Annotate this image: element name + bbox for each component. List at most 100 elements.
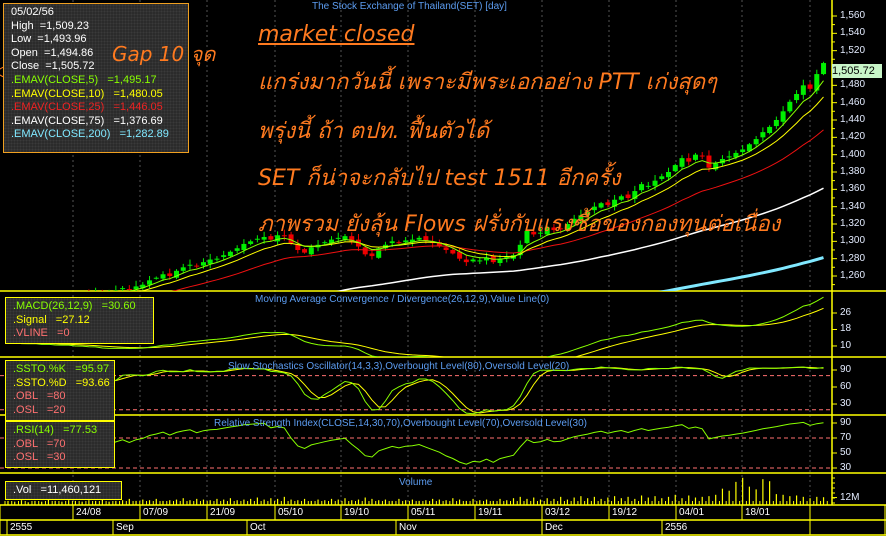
candle-up bbox=[335, 237, 341, 239]
candle-up bbox=[207, 259, 213, 264]
chart-title: The Stock Exchange of Thailand(SET) [day… bbox=[312, 1, 507, 12]
annotation-line-1: แกร่งมากวันนี้ เพราะมีพระเอกอย่าง PTT เก… bbox=[258, 70, 717, 95]
stoch-tick-label: 90 bbox=[840, 364, 852, 375]
candle-up bbox=[537, 232, 543, 234]
candle-up bbox=[147, 280, 153, 285]
candle-down bbox=[436, 242, 442, 246]
candle-down bbox=[463, 259, 469, 263]
info-ema5: .EMAV(CLOSE,5) =1,495.17 bbox=[11, 73, 157, 86]
price-info-box: 05/02/56 High =1,509.23 Low =1,493.96 Op… bbox=[3, 3, 189, 153]
candle-up bbox=[342, 236, 348, 240]
candle-down bbox=[295, 243, 301, 251]
candle-down bbox=[396, 242, 402, 244]
candle-up bbox=[517, 244, 523, 256]
volume-title: Volume bbox=[399, 477, 433, 488]
info-ema75: .EMAV(CLOSE,75) =1,376.69 bbox=[11, 114, 163, 127]
candle-down bbox=[268, 236, 274, 240]
candle-up bbox=[113, 290, 119, 291]
info-close: Close =1,505.72 bbox=[11, 60, 95, 73]
candle-down bbox=[349, 236, 355, 242]
x-date-label: 04/01 bbox=[679, 507, 705, 518]
candle-down bbox=[625, 194, 631, 199]
rsi-tick-label: 90 bbox=[840, 417, 852, 428]
rsi-title: Relative Strength Index(CLOSE,14,30,70),… bbox=[214, 418, 587, 429]
candle-up bbox=[174, 270, 179, 278]
candle-up bbox=[160, 274, 166, 279]
ema10-line bbox=[139, 96, 824, 291]
candle-up bbox=[322, 242, 328, 244]
stoch-tick-label: 60 bbox=[840, 381, 852, 392]
candle-up bbox=[578, 215, 584, 221]
x-period-label: Sep bbox=[116, 522, 134, 533]
candle-up bbox=[719, 159, 725, 164]
stoch-info-box: .SSTO.%K =95.97 .SSTO.%D =93.66 .OBL =80… bbox=[5, 360, 115, 421]
candle-up bbox=[692, 154, 698, 160]
info-high: High =1,509.23 bbox=[11, 19, 89, 32]
candle-down bbox=[362, 247, 368, 255]
candle-up bbox=[618, 196, 624, 200]
candle-up bbox=[504, 256, 510, 258]
info-ema25: .EMAV(CLOSE,25) =1,446.05 bbox=[11, 101, 163, 114]
candle-up bbox=[416, 237, 422, 240]
price-tick-label: 1,300 bbox=[840, 235, 866, 247]
candle-up bbox=[180, 267, 186, 271]
candle-down bbox=[605, 202, 611, 205]
price-tick-label: 1,540 bbox=[840, 27, 866, 39]
candle-down bbox=[443, 247, 449, 251]
price-tick-label: 1,260 bbox=[840, 270, 866, 281]
candle-up bbox=[760, 132, 766, 138]
x-date-label: 07/09 bbox=[143, 507, 169, 518]
candle-up bbox=[672, 165, 678, 172]
macd-line bbox=[7, 296, 824, 357]
candle-up bbox=[409, 239, 415, 243]
x-period-label: Nov bbox=[399, 522, 417, 533]
x-period-label: Dec bbox=[545, 522, 563, 533]
price-tick-label: 1,440 bbox=[840, 114, 866, 125]
candle-down bbox=[423, 236, 429, 241]
candle-up bbox=[153, 277, 159, 279]
candle-down bbox=[288, 234, 294, 244]
candle-up bbox=[275, 235, 281, 242]
ema75-line bbox=[336, 187, 824, 291]
x-period-label: 2556 bbox=[665, 522, 688, 533]
gap-annotation: Gap 10 จุด bbox=[112, 42, 216, 66]
price-tick-label: 1,560 bbox=[840, 10, 866, 21]
candle-down bbox=[699, 155, 705, 157]
candle-up bbox=[612, 199, 618, 207]
candle-down bbox=[369, 253, 375, 257]
candle-up bbox=[403, 240, 409, 243]
candle-down bbox=[807, 84, 813, 89]
candle-up bbox=[564, 224, 570, 231]
candle-down bbox=[457, 251, 463, 259]
stoch-k-line bbox=[7, 366, 824, 415]
macd-value: .MACD(26,12,9) =30.60 bbox=[13, 300, 136, 312]
candle-up bbox=[821, 63, 827, 75]
candle-up bbox=[544, 227, 550, 235]
x-period-label: Oct bbox=[250, 522, 266, 533]
stoch-d-line bbox=[7, 366, 824, 414]
candle-up bbox=[200, 262, 206, 266]
price-tick-label: 1,480 bbox=[840, 79, 866, 91]
candle-up bbox=[484, 257, 490, 261]
rsi-osl-value: .OSL =30 bbox=[13, 451, 66, 464]
candle-up bbox=[639, 184, 645, 191]
ema25-line bbox=[171, 129, 824, 291]
stoch-obl-value: .OBL =80 bbox=[13, 390, 66, 403]
macd-tick-label: 18 bbox=[840, 323, 852, 335]
x-date-label: 19/10 bbox=[344, 507, 370, 518]
candle-down bbox=[194, 265, 200, 267]
macd-tick-label: 26 bbox=[840, 307, 852, 318]
annotation-line-3: SET ก็น่าจะกลับไป test 1511 อีกครั้ง bbox=[258, 166, 621, 191]
ema200-line bbox=[657, 256, 824, 291]
stoch-k-value: .SSTO.%K =95.97 bbox=[13, 363, 110, 375]
annotation-heading: market closed bbox=[258, 22, 415, 47]
candle-up bbox=[254, 238, 260, 240]
candle-up bbox=[733, 152, 739, 158]
macd-title: Moving Average Convergence / Divergence(… bbox=[255, 294, 550, 305]
x-date-label: 05/10 bbox=[278, 507, 304, 518]
candle-up bbox=[726, 156, 732, 158]
candle-up bbox=[794, 94, 800, 101]
info-low: Low =1,493.96 bbox=[11, 33, 87, 46]
